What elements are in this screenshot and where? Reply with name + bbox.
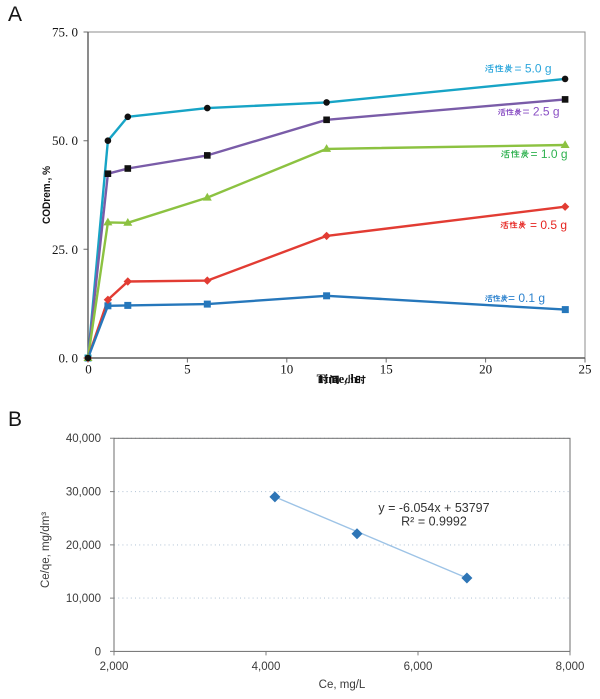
svg-text:B: B — [8, 408, 22, 431]
svg-text:Time, h: Time, h — [317, 372, 358, 386]
svg-text:10: 10 — [280, 362, 293, 377]
svg-text:30,000: 30,000 — [66, 487, 101, 499]
svg-text:25: 25 — [579, 362, 592, 377]
svg-text:4,000: 4,000 — [252, 661, 281, 673]
svg-text:= 2.5 g: = 2.5 g — [523, 105, 560, 119]
svg-text:6,000: 6,000 — [404, 661, 433, 673]
svg-text:20,000: 20,000 — [66, 540, 101, 552]
svg-text:Ce, mg/L: Ce, mg/L — [319, 679, 366, 691]
svg-text:50. 0: 50. 0 — [52, 133, 78, 148]
svg-text:5: 5 — [184, 362, 191, 377]
svg-text:= 5.0 g: = 5.0 g — [515, 61, 552, 75]
svg-text:0: 0 — [85, 362, 92, 377]
svg-text:0: 0 — [95, 646, 101, 658]
svg-text:CODrem., %: CODrem., % — [41, 166, 53, 224]
svg-text:8,000: 8,000 — [556, 661, 585, 673]
svg-text:10,000: 10,000 — [66, 593, 101, 605]
svg-text:75. 0: 75. 0 — [52, 25, 78, 40]
svg-text:15: 15 — [380, 362, 393, 377]
svg-text:A: A — [8, 3, 22, 26]
svg-text:40,000: 40,000 — [66, 433, 101, 445]
svg-text:R² = 0.9992: R² = 0.9992 — [401, 515, 467, 529]
svg-text:25. 0: 25. 0 — [52, 242, 78, 257]
svg-text:= 0.5 g: = 0.5 g — [530, 218, 567, 232]
svg-text:= 0.1 g: = 0.1 g — [508, 291, 545, 305]
svg-text:2,000: 2,000 — [100, 661, 129, 673]
svg-text:y = -6.054x + 53797: y = -6.054x + 53797 — [378, 501, 489, 515]
svg-text:0. 0: 0. 0 — [59, 351, 79, 366]
svg-text:20: 20 — [479, 362, 492, 377]
svg-text:= 1.0 g: = 1.0 g — [531, 147, 568, 161]
svg-text:Ce/qe, mg/dm³: Ce/qe, mg/dm³ — [40, 512, 52, 588]
